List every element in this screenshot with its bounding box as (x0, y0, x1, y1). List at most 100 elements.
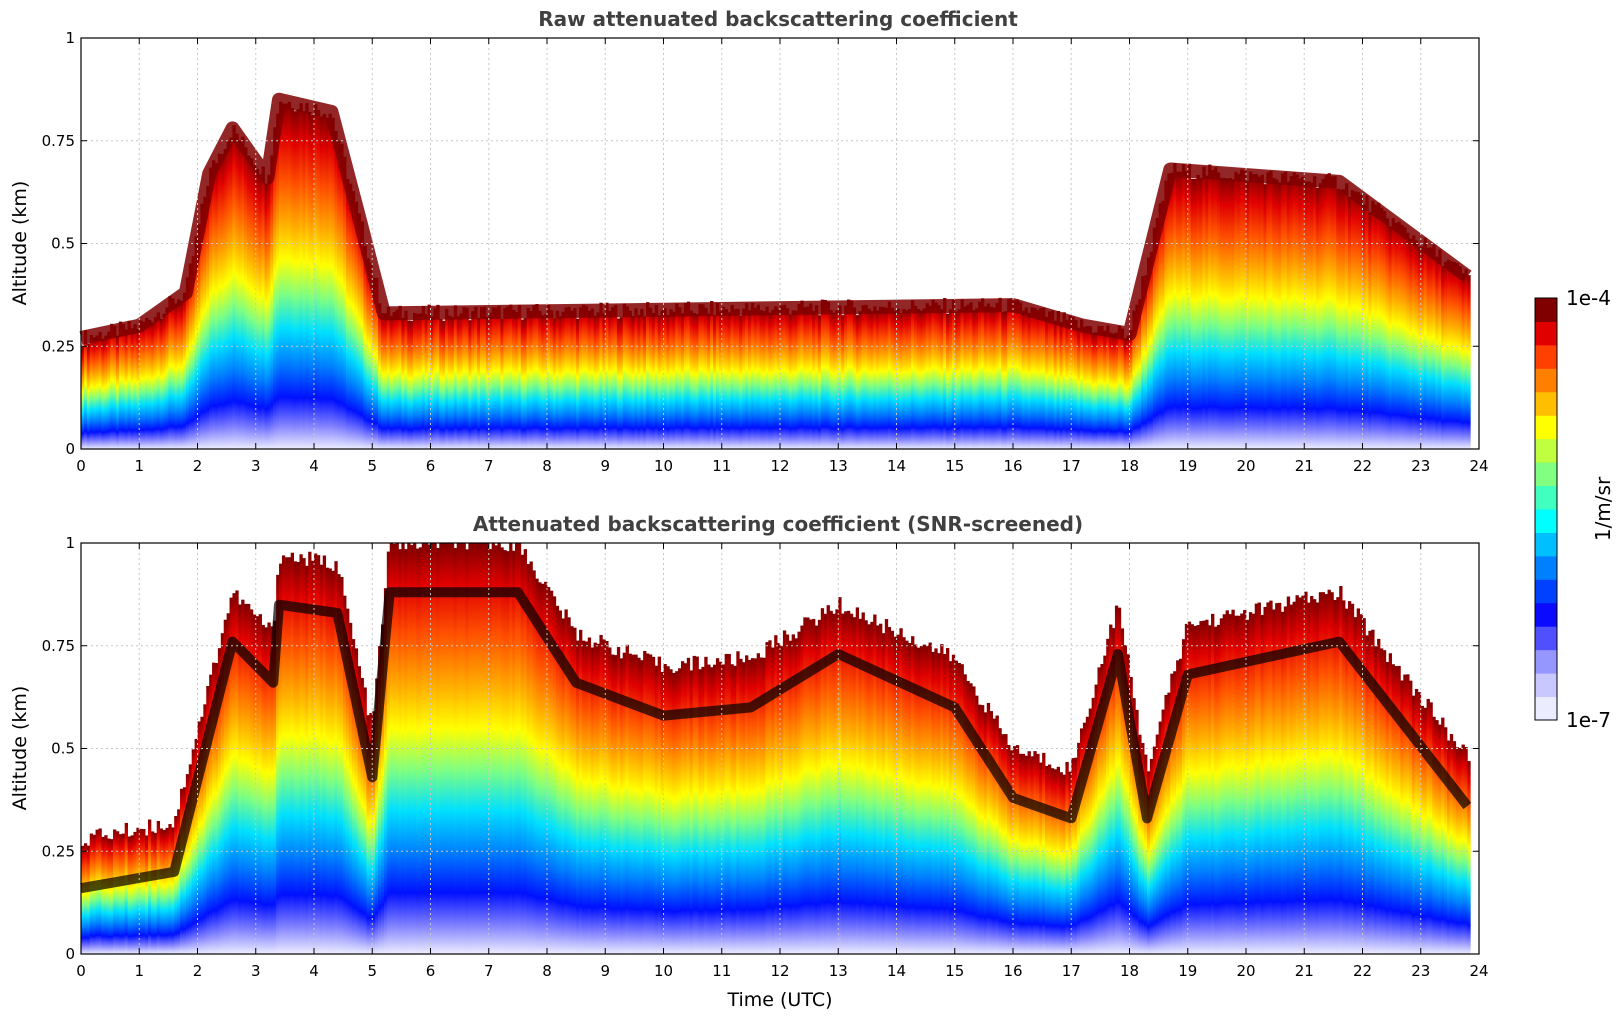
heatmap-column (168, 824, 172, 954)
heatmap-column (1202, 166, 1206, 449)
x-axis-ticks: 0 1 2 3 4 5 6 7 8 9 10 11 12 13 14 15 16 17 18 19 20 21 22 23 24 (76, 38, 1489, 475)
heatmap-column (276, 574, 280, 954)
heatmap-column (1438, 249, 1442, 449)
heatmap-column (442, 320, 446, 449)
heatmap-column (669, 309, 673, 449)
heatmap-column (247, 155, 251, 450)
heatmap-column (1167, 173, 1171, 449)
x-tick-label: 10 (654, 962, 673, 980)
heatmap-column (672, 311, 676, 449)
heatmap-column (742, 308, 746, 449)
heatmap-column (1368, 212, 1372, 449)
heatmap-column (1149, 758, 1154, 954)
heatmap-column (948, 661, 953, 954)
heatmap-column (450, 317, 455, 449)
heatmap-column (92, 337, 96, 449)
heatmap-column (372, 711, 376, 954)
heatmap-column (177, 299, 181, 449)
heatmap-column (308, 551, 312, 954)
heatmap-column (86, 845, 91, 954)
heatmap-column (1403, 674, 1407, 954)
heatmap-column (1292, 172, 1296, 449)
heatmap-column (380, 313, 385, 449)
heatmap-column (666, 666, 670, 954)
heatmap-column (121, 323, 126, 449)
heatmap-column (1103, 655, 1107, 954)
heatmap-column (1246, 619, 1250, 954)
x-tick-label: 21 (1295, 457, 1314, 475)
heatmap-column (1196, 625, 1200, 954)
heatmap-column (465, 549, 469, 954)
heatmap-column (340, 576, 344, 954)
x-tick-label: 2 (193, 457, 203, 475)
heatmap-column (258, 174, 262, 449)
heatmap-column (372, 277, 376, 449)
heatmap-column (1455, 747, 1460, 954)
heatmap-column (1330, 592, 1334, 954)
heatmap-column (244, 603, 248, 954)
heatmap-column (180, 788, 184, 954)
heatmap-column (494, 545, 498, 954)
heatmap-column (742, 662, 746, 954)
heatmap-column (800, 300, 804, 449)
heatmap-column (1164, 180, 1168, 449)
heatmap-column (1091, 332, 1095, 449)
heatmap-column (1243, 170, 1247, 449)
x-axis-label: Time (UTC) (726, 989, 832, 1011)
heatmap-column (311, 115, 315, 450)
heatmap-column (803, 307, 807, 449)
heatmap-column (1062, 312, 1066, 449)
heatmap-column (1420, 246, 1425, 449)
heatmap-column (1132, 310, 1136, 449)
heatmap-column (445, 308, 449, 449)
heatmap-column (421, 543, 426, 954)
heatmap-column (509, 304, 513, 449)
heatmap-column (1345, 183, 1349, 450)
y-tick-label: 1 (65, 534, 75, 552)
heatmap-column (249, 158, 254, 449)
x-tick-label: 2 (193, 962, 203, 980)
heatmap-column (852, 617, 857, 954)
heatmap-column (817, 619, 822, 954)
heatmap-column (584, 641, 589, 954)
heatmap-column (943, 298, 947, 449)
heatmap-column (1176, 171, 1180, 450)
heatmap-column (95, 829, 99, 954)
heatmap-column (1155, 218, 1160, 449)
heatmap-column (812, 310, 816, 449)
heatmap-column (290, 552, 295, 954)
heatmap-column (549, 310, 554, 449)
heatmap-column (747, 659, 752, 954)
heatmap-column (1251, 613, 1256, 954)
heatmap-column (191, 256, 195, 449)
heatmap-column (1036, 753, 1040, 954)
heatmap-column (1464, 747, 1468, 954)
heatmap-column (83, 843, 88, 954)
heatmap-column (1059, 322, 1063, 449)
x-tick-label: 24 (1469, 962, 1488, 980)
heatmap-column (852, 307, 857, 449)
heatmap-column (471, 311, 475, 449)
heatmap-column (980, 705, 985, 954)
heatmap-column (646, 302, 650, 449)
heatmap-column (590, 308, 594, 449)
heatmap-column (989, 711, 994, 954)
heatmap-column (1461, 744, 1465, 954)
heatmap-column (1254, 173, 1259, 449)
grid (81, 543, 1479, 954)
heatmap-column (1202, 620, 1206, 954)
heatmap-column (794, 310, 798, 449)
heatmap-column (599, 302, 603, 449)
heatmap-column (1400, 680, 1404, 954)
heatmap-column (986, 702, 991, 954)
heatmap-column (616, 647, 621, 954)
heatmap-column (791, 310, 795, 449)
heatmap-column (150, 322, 155, 449)
heatmap-column (608, 647, 612, 954)
heatmap-column (497, 305, 501, 449)
heatmap-column (1336, 188, 1340, 449)
heatmap-column (966, 680, 970, 954)
heatmap-column (1015, 299, 1020, 449)
heatmap-column (829, 610, 833, 954)
